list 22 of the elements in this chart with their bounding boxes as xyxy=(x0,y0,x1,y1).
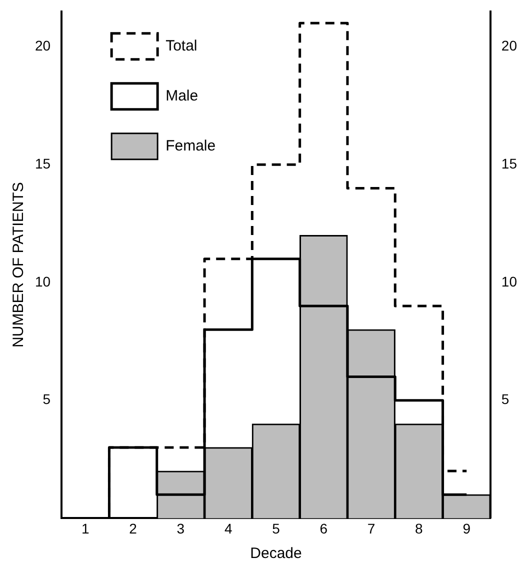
x-tick-label: 5 xyxy=(272,520,280,536)
legend-label: Total xyxy=(166,38,198,55)
y-axis-title: NUMBER OF PATIENTS xyxy=(10,182,28,348)
y-tick-label: 15 xyxy=(34,155,51,172)
y-tick-label: 10 xyxy=(34,273,51,290)
y2-tick-label: 15 xyxy=(501,155,518,172)
x-axis-title: Decade xyxy=(250,545,302,562)
x-tick-label: 8 xyxy=(415,520,424,536)
x-tick-label: 7 xyxy=(367,520,376,536)
y2-tick-label: 10 xyxy=(501,273,518,290)
y-tick-label: 5 xyxy=(42,391,51,408)
y2-tick-label: 20 xyxy=(501,38,518,54)
x-tick-label: 4 xyxy=(224,520,232,536)
x-tick-label: 3 xyxy=(176,520,185,536)
legend-label: Male xyxy=(166,88,198,105)
legend-label: Female xyxy=(166,138,216,155)
x-tick-label: 6 xyxy=(320,520,328,536)
y2-tick-label: 5 xyxy=(501,391,510,408)
x-tick-label: 2 xyxy=(129,520,138,536)
x-tick-label: 1 xyxy=(82,520,90,536)
x-tick-label: 9 xyxy=(462,520,471,536)
y-tick-label: 20 xyxy=(34,38,51,54)
